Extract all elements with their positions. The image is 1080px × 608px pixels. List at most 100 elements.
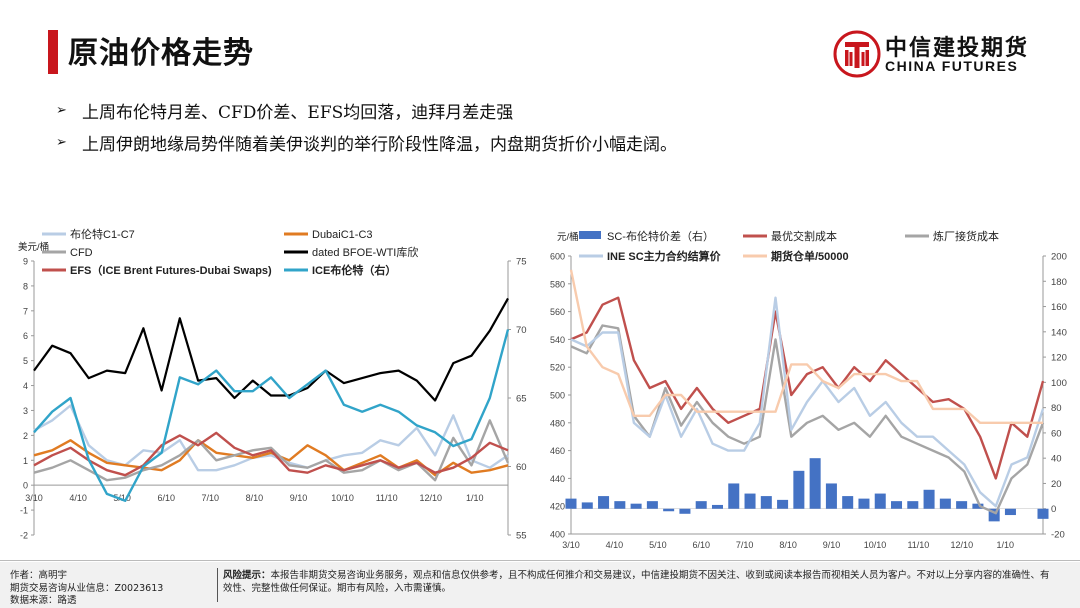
x-tick-label: 12/10	[419, 493, 442, 503]
series-line	[33, 404, 509, 472]
series-line	[570, 296, 1045, 480]
right-y-tick-label: -20	[1051, 530, 1065, 541]
left-y-tick-label: 500	[550, 391, 565, 401]
y-axis-unit-label: 美元/桶	[18, 241, 49, 253]
right-y-tick-label: 140	[1051, 327, 1067, 338]
legend-label: 最优交割成本	[771, 229, 837, 243]
spread-bar	[614, 501, 626, 509]
series-line	[570, 296, 1045, 508]
footer: 作者：高明宇 期货交易咨询从业信息：Z0023613 数据来源：路透 风险提示：…	[0, 562, 1080, 608]
x-tick-label: 1/10	[466, 493, 484, 503]
spread-bar	[956, 501, 968, 509]
spread-bar	[565, 498, 577, 509]
spread-bar	[728, 483, 740, 509]
right-y-tick-label: 160	[1051, 302, 1067, 313]
spread-bar	[891, 501, 903, 509]
summary-bullets: ➢ 上周布伦特月差、CFD价差、EFS均回落，迪拜月差走强 ➢ 上周伊朗地缘局势…	[56, 94, 677, 158]
left-y-tick-label: 480	[550, 418, 565, 428]
x-tick-label: 10/10	[864, 540, 887, 550]
arrow-icon: ➢	[56, 102, 67, 118]
right-y-tick-label: 40	[1051, 454, 1062, 465]
legend-label: DubaiC1-C3	[312, 229, 373, 241]
left-y-tick-label: 520	[550, 363, 565, 373]
right-chart: 400 420 440 460 480 500 520 540 560 580 600 -20 0 20 4…	[545, 222, 1080, 554]
legend-label: 布伦特C1-C7	[70, 227, 135, 241]
arrow-icon: ➢	[56, 134, 67, 150]
left-chart-svg: -2 -1 0 1 2 3 4 5 6 7 8 9 55 60 65 70 75 3/10 4/10 5/10 6/10…	[18, 227, 527, 542]
left-y-tick-label: 7	[23, 306, 28, 316]
spread-bar	[809, 458, 821, 509]
right-y-tick-label: 100	[1051, 378, 1067, 389]
left-y-tick-label: 1	[23, 456, 28, 466]
author: 作者：高明宇	[10, 570, 68, 581]
x-tick-label: 5/10	[649, 540, 667, 550]
x-tick-label: 9/10	[290, 493, 308, 503]
series-line	[33, 297, 509, 402]
spread-bar	[679, 508, 691, 514]
x-tick-label: 4/10	[69, 493, 87, 503]
spread-bar	[923, 489, 935, 509]
left-y-tick-label: 6	[23, 331, 28, 341]
series-line	[33, 431, 509, 477]
right-y-tick-label: 20	[1051, 479, 1062, 490]
left-y-tick-label: 0	[23, 481, 28, 491]
bullet-text: 上周伊朗地缘局势伴随着美伊谈判的举行阶段性降温，内盘期货折价小幅走阔。	[82, 134, 677, 155]
spread-bar	[777, 499, 789, 509]
legend-label: EFS（ICE Brent Futures-Dubai Swaps)	[70, 264, 272, 277]
right-y-tick-label: 180	[1051, 277, 1067, 288]
left-y-tick-label: 540	[550, 335, 565, 345]
spread-bar	[760, 496, 772, 509]
company-logo: 中信建投期货 CHINA FUTURES	[833, 28, 1043, 80]
left-y-tick-label: 600	[550, 252, 565, 262]
legend-label: 期货仓单/50000	[771, 249, 849, 263]
footer-divider	[0, 560, 1080, 561]
spread-bar	[1037, 508, 1049, 519]
left-y-tick-label: 440	[550, 474, 565, 484]
legend-label: SC-布伦特价差（右）	[607, 229, 714, 243]
spread-bar	[646, 501, 658, 509]
bullet-item: ➢ 上周布伦特月差、CFD价差、EFS均回落，迪拜月差走强	[56, 94, 677, 126]
left-chart: -2 -1 0 1 2 3 4 5 6 7 8 9 55 60 65 70 75 3/10 4/10 5/10 6/10…	[8, 222, 543, 554]
license-info: 期货交易咨询从业信息：Z0023613	[10, 582, 164, 594]
spread-bar	[988, 508, 1000, 522]
right-y-tick-label: 75	[516, 257, 527, 268]
left-y-tick-label: 400	[550, 530, 565, 540]
left-y-tick-label: 2	[23, 431, 28, 441]
right-y-tick-label: 55	[516, 531, 527, 542]
series-line	[33, 419, 510, 482]
spread-bar	[858, 498, 870, 509]
x-tick-label: 11/10	[376, 493, 398, 503]
legend-label: CFD	[70, 247, 93, 259]
logo-english-name: CHINA FUTURES	[885, 58, 1019, 74]
legend-swatch	[579, 231, 601, 239]
series-line	[569, 269, 1043, 425]
x-tick-label: 3/10	[25, 493, 43, 503]
left-y-tick-label: 3	[23, 406, 28, 416]
left-y-tick-label: 9	[23, 257, 28, 267]
x-tick-label: 11/10	[907, 540, 929, 550]
left-y-tick-label: 5	[23, 356, 28, 366]
spread-bar	[825, 483, 837, 509]
spread-bar	[598, 496, 610, 509]
bullet-item: ➢ 上周伊朗地缘局势伴随着美伊谈判的举行阶段性降温，内盘期货折价小幅走阔。	[56, 126, 677, 158]
x-tick-label: 9/10	[823, 540, 841, 550]
x-tick-label: 8/10	[246, 493, 264, 503]
spread-bar	[793, 470, 805, 509]
legend-label: 炼厂接货成本	[933, 229, 999, 243]
x-tick-label: 12/10	[951, 540, 974, 550]
x-tick-label: 5/10	[113, 493, 131, 503]
series-line	[570, 324, 1045, 515]
x-tick-label: 7/10	[202, 493, 220, 503]
x-tick-label: 3/10	[562, 540, 580, 550]
left-y-tick-label: 580	[550, 279, 565, 289]
right-y-tick-label: 120	[1051, 353, 1067, 364]
bullet-text: 上周布伦特月差、CFD价差、EFS均回落，迪拜月差走强	[82, 102, 514, 123]
x-tick-label: 6/10	[157, 493, 175, 503]
left-y-tick-label: -1	[20, 506, 28, 516]
spread-bar	[695, 501, 707, 509]
left-y-tick-label: -2	[20, 531, 28, 541]
citic-logo-icon	[833, 30, 881, 78]
spread-bar	[630, 503, 642, 509]
legend-label: INE SC主力合约结算价	[607, 249, 722, 263]
risk-text: 本报告非期货交易咨询业务服务，观点和信息仅供参考，且不构成任何推介和交易建议，中…	[223, 570, 1050, 594]
